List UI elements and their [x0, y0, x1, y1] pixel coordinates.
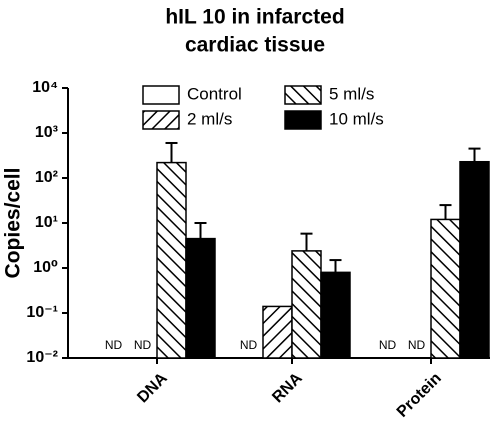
- nd-label: ND: [379, 338, 397, 352]
- error-bar: [165, 141, 178, 163]
- error-bar: [329, 259, 342, 273]
- y-tick-label: 10⁻¹: [26, 304, 58, 321]
- y-tick-label: 10⁰: [33, 259, 58, 276]
- bar: [156, 161, 187, 359]
- x-tick-label: RNA: [269, 369, 306, 406]
- nd-label: ND: [105, 338, 123, 352]
- error-bar: [300, 232, 313, 251]
- error-bar: [439, 204, 452, 220]
- chart-title: cardiac tissue: [185, 34, 325, 57]
- y-tick-label: 10⁻²: [26, 349, 58, 366]
- nd-label: ND: [408, 338, 426, 352]
- bar: [459, 160, 490, 359]
- error-bar: [194, 222, 207, 239]
- bar: [320, 271, 351, 359]
- legend-swatch: [142, 110, 180, 130]
- legend-swatch: [284, 85, 322, 105]
- legend-label: Control: [187, 84, 242, 103]
- legend-swatch: [284, 110, 322, 130]
- y-tick-label: 10³: [35, 124, 58, 141]
- x-tick-label: Protein: [394, 370, 445, 421]
- y-axis-label: Copies/cell: [2, 168, 25, 279]
- bar: [430, 218, 461, 359]
- legend-label: 10 ml/s: [329, 109, 384, 128]
- x-tick-label: DNA: [134, 369, 171, 406]
- error-bar: [468, 147, 481, 162]
- y-tick-label: 10⁴: [32, 79, 58, 96]
- bar: [185, 237, 216, 359]
- chart-title: hIL 10 in infarcted: [165, 6, 344, 29]
- bar: [262, 305, 293, 359]
- legend-label: 5 ml/s: [329, 84, 374, 103]
- nd-label: ND: [240, 338, 258, 352]
- legend-label: 2 ml/s: [187, 109, 232, 128]
- legend-swatch: [142, 85, 180, 105]
- bar: [291, 250, 322, 359]
- y-tick-label: 10²: [35, 169, 58, 186]
- y-tick-label: 10¹: [35, 214, 58, 231]
- nd-label: ND: [134, 338, 152, 352]
